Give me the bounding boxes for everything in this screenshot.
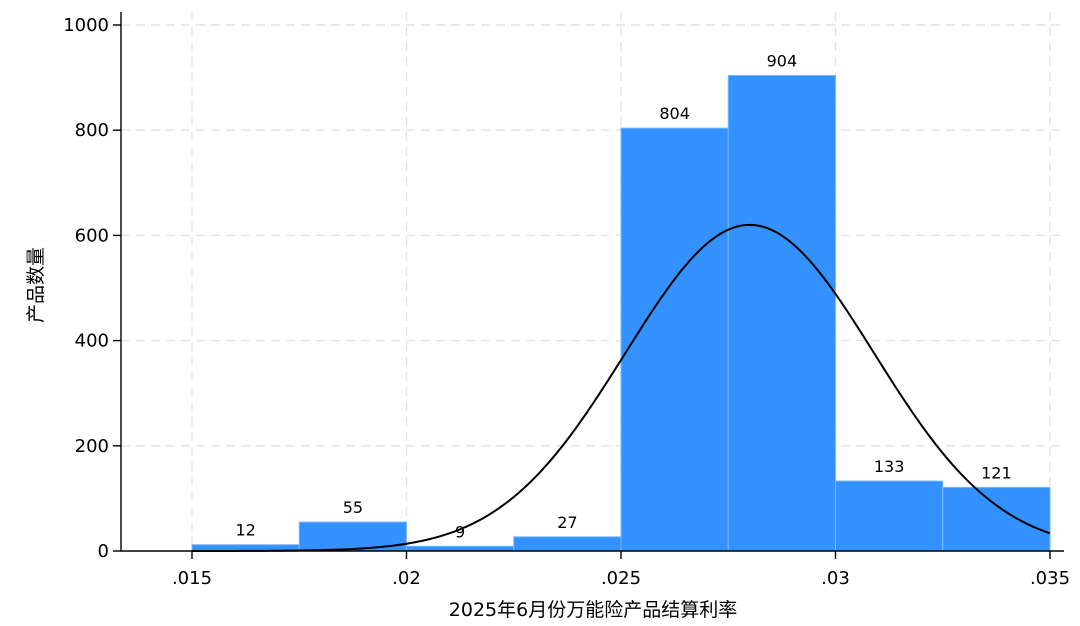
bar-value-label: 27 xyxy=(557,513,577,532)
bar-value-label: 804 xyxy=(659,104,690,123)
histogram-bar xyxy=(727,74,836,552)
x-axis-title: 2025年6月份万能险产品结算利率 xyxy=(449,599,737,621)
density-curve-group xyxy=(191,223,1051,552)
y-tick-label: 0 xyxy=(98,541,109,562)
x-tick-label: .035 xyxy=(1030,568,1070,589)
histogram-bar xyxy=(513,536,622,552)
histogram-bar xyxy=(835,480,944,552)
histogram-bars xyxy=(191,74,1051,552)
y-tick-label: 400 xyxy=(75,331,109,352)
x-tick-label: .02 xyxy=(392,568,421,589)
normal-density-curve xyxy=(191,223,1051,552)
y-tick-label: 800 xyxy=(75,120,109,141)
histogram-bar xyxy=(942,486,1051,552)
y-axis-title: 产品数量 xyxy=(25,247,47,323)
bar-value-label: 133 xyxy=(874,457,905,476)
x-tick-label: .03 xyxy=(821,568,850,589)
y-tick-label: 600 xyxy=(75,225,109,246)
histogram-bar xyxy=(620,127,729,552)
bar-value-label: 55 xyxy=(343,498,363,517)
bar-value-label: 121 xyxy=(981,463,1012,482)
x-tick-label: .015 xyxy=(172,568,212,589)
bar-value-label: 904 xyxy=(767,51,798,70)
histogram-bar xyxy=(406,545,515,552)
bar-value-labels: 12 55 9 27 804 904 133 121 xyxy=(235,51,1011,541)
y-tick-label: 200 xyxy=(75,436,109,457)
bar-value-label: 9 xyxy=(455,522,465,541)
y-tick-label: 1000 xyxy=(63,15,109,36)
x-tick-label: .025 xyxy=(601,568,641,589)
bar-value-label: 12 xyxy=(235,521,255,540)
grid-lines xyxy=(121,12,1064,551)
axes: 0 200 400 600 800 1000 .015 .02 .025 .03 .035 xyxy=(63,12,1070,589)
